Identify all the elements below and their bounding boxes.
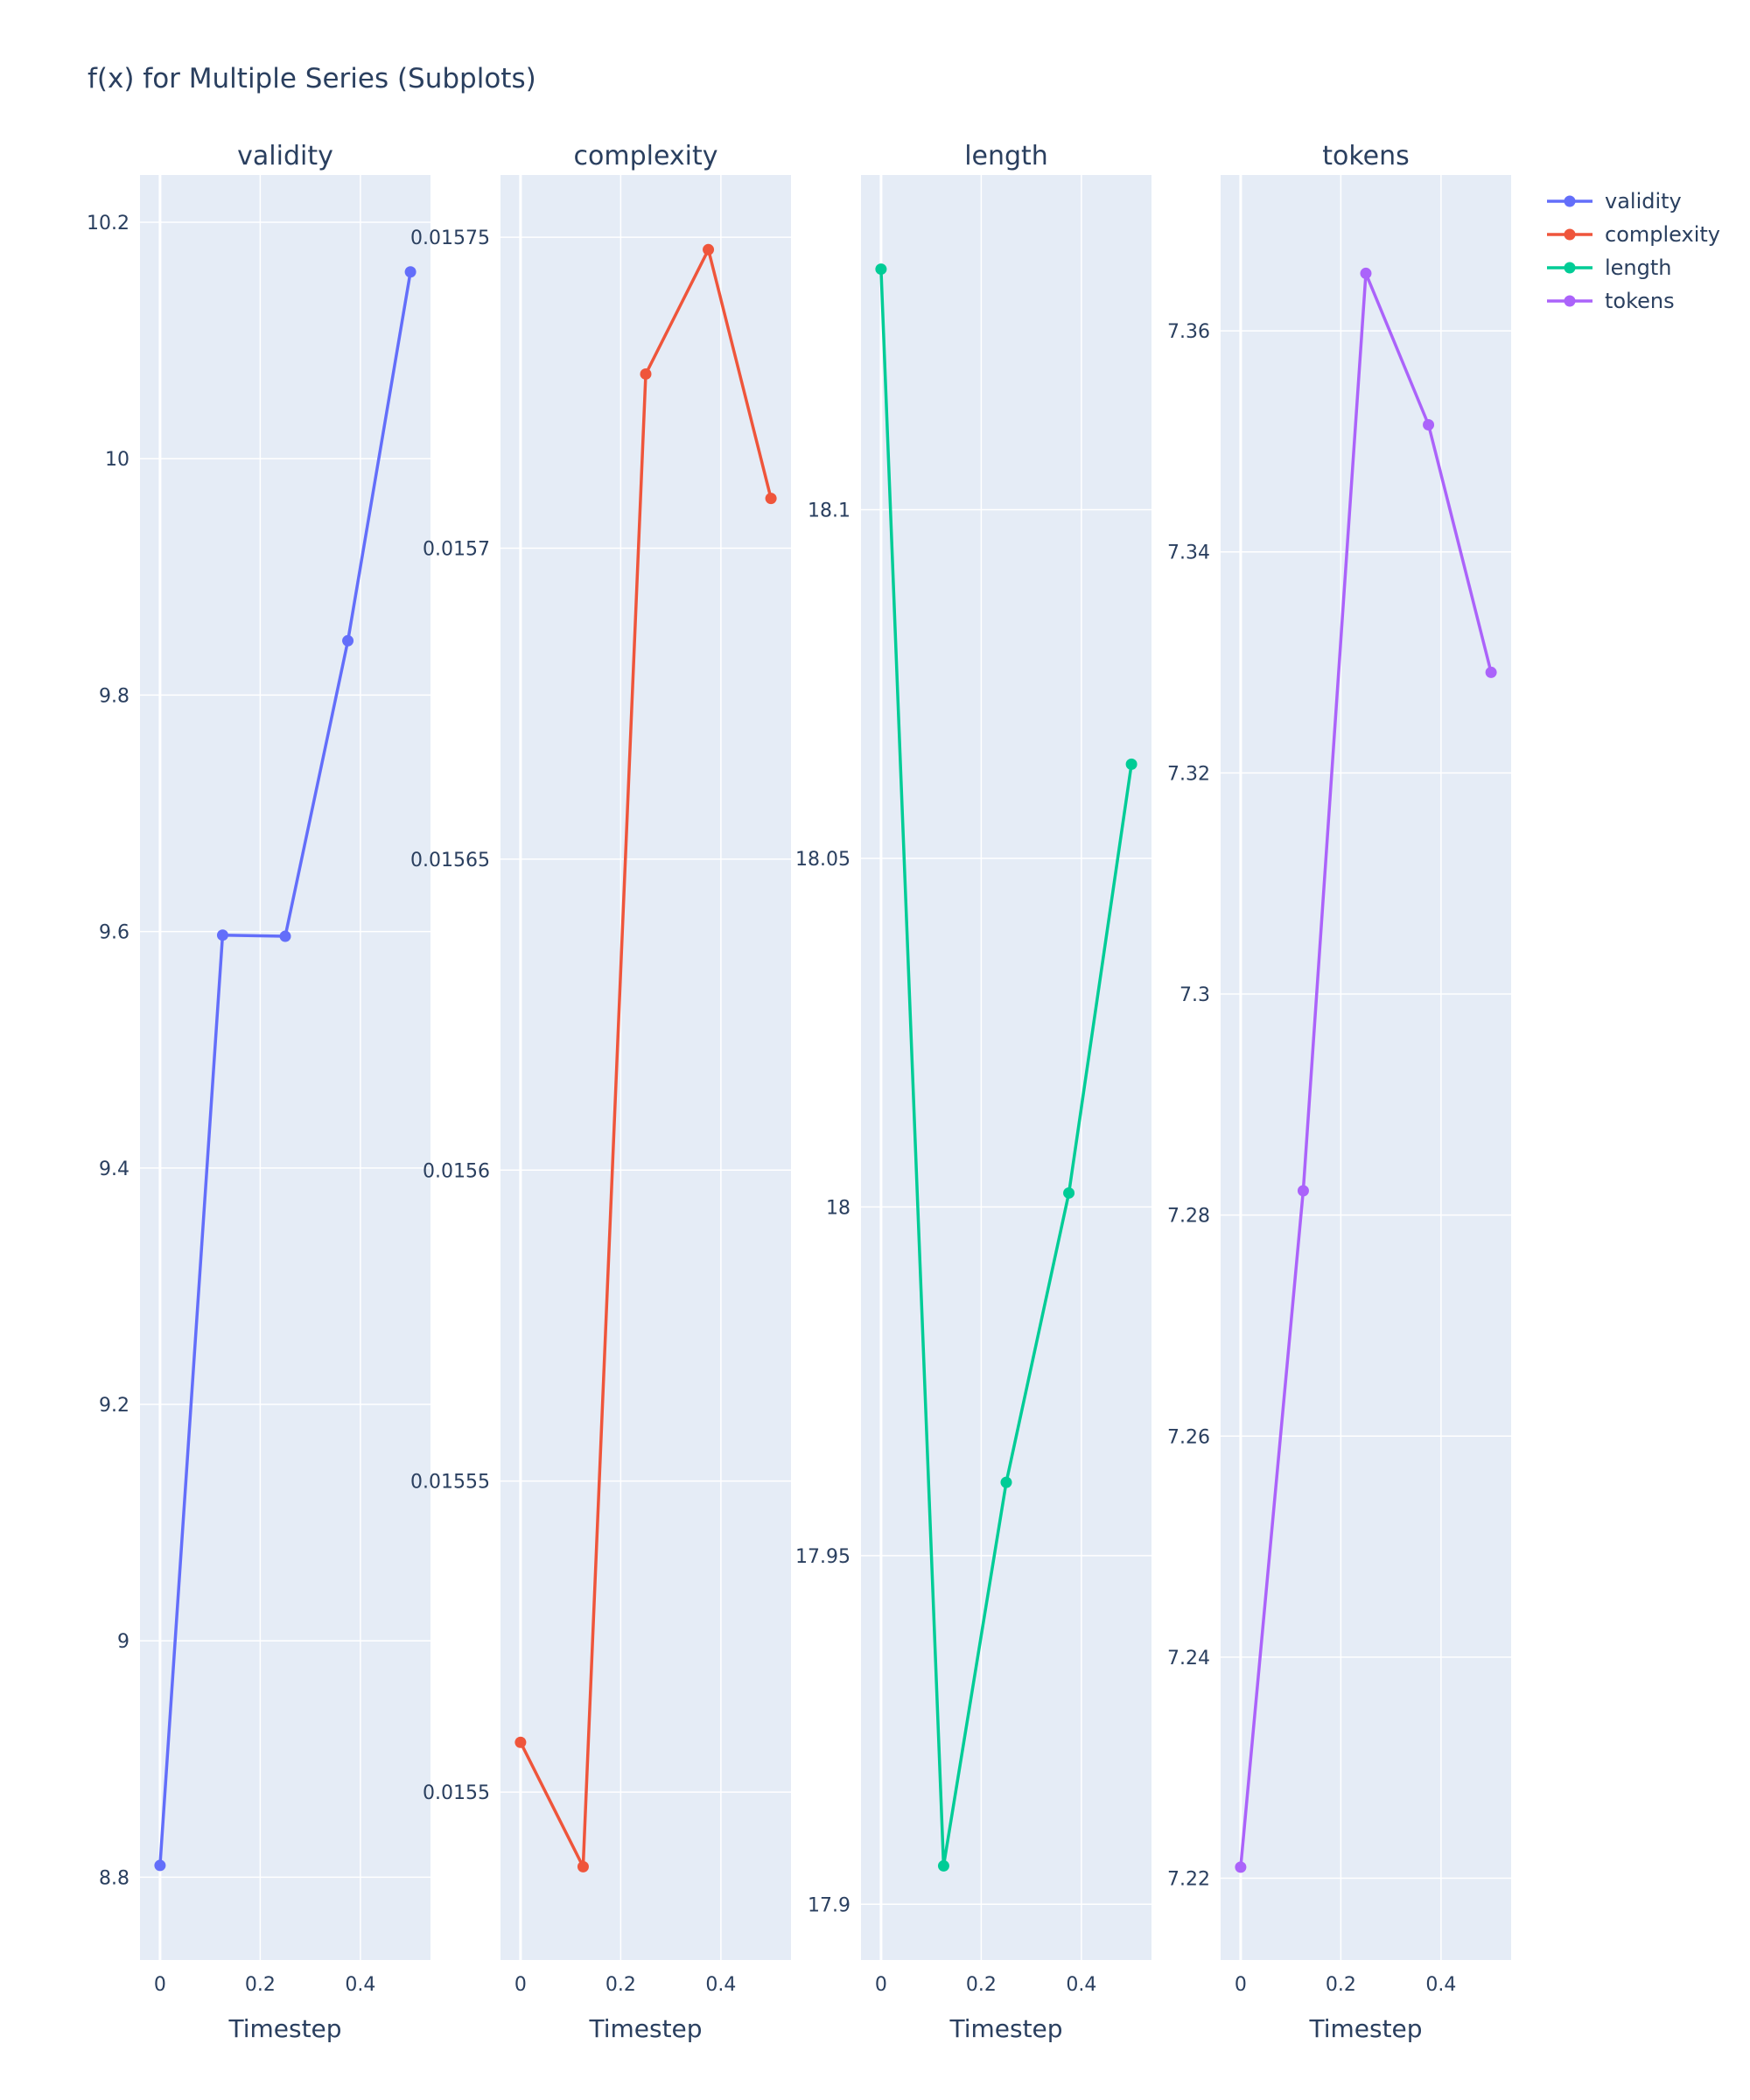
legend-marker (1564, 262, 1576, 274)
x-tick-label: 0.4 (345, 1974, 375, 1996)
y-tick-label: 9.8 (99, 685, 130, 707)
y-tick-label: 0.0156 (423, 1160, 490, 1182)
y-tick-label: 7.32 (1167, 763, 1210, 785)
data-point[interactable] (1235, 1861, 1247, 1873)
plot-area (1221, 175, 1511, 1960)
legend-label: validity (1605, 189, 1682, 214)
data-point[interactable] (1297, 1185, 1309, 1197)
x-tick-label: 0 (154, 1974, 166, 1996)
subplot-panels: 8.8 9 9.2 9.4 9.6 9.8 10 10.2 0 0.2 0.4 validity Tim… (87, 141, 1511, 2043)
x-tick-label: 0.2 (966, 1974, 997, 1996)
y-tick-label: 7.34 (1167, 542, 1210, 564)
y-tick-label: 7.22 (1167, 1869, 1210, 1891)
legend-marker (1564, 195, 1576, 207)
data-point[interactable] (1063, 1186, 1075, 1199)
subplot-validity: 8.8 9 9.2 9.4 9.6 9.8 10 10.2 0 0.2 0.4 validity Tim… (87, 141, 430, 2043)
legend-marker (1564, 228, 1576, 241)
y-tick-label: 10 (105, 449, 130, 471)
legend[interactable]: validity complexity length tokens (1547, 189, 1720, 313)
chart-title: f(x) for Multiple Series (Subplots) (88, 63, 536, 94)
data-point[interactable] (1485, 666, 1497, 678)
legend-marker (1564, 295, 1576, 307)
x-tick-label: 0.2 (606, 1974, 636, 1996)
subplot-title: length (964, 141, 1048, 172)
x-tick-label: 0.2 (1326, 1974, 1356, 1996)
x-axis-title: Timestep (948, 2014, 1062, 2043)
plot-area (861, 175, 1152, 1960)
data-point[interactable] (514, 1736, 527, 1748)
legend-label: tokens (1605, 289, 1675, 313)
y-tick-label: 7.36 (1167, 321, 1210, 343)
y-tick-label: 0.01565 (410, 850, 490, 872)
x-tick-label: 0.4 (1425, 1974, 1456, 1996)
data-point[interactable] (404, 266, 416, 278)
data-point[interactable] (640, 368, 652, 380)
data-point[interactable] (765, 493, 777, 505)
legend-item-complexity[interactable]: complexity (1547, 222, 1720, 247)
y-tick-label: 17.9 (808, 1894, 850, 1916)
y-tick-label: 9.4 (99, 1158, 130, 1180)
x-tick-label: 0 (1235, 1974, 1247, 1996)
x-tick-label: 0.4 (1066, 1974, 1096, 1996)
x-tick-label: 0.4 (705, 1974, 736, 1996)
y-tick-label: 18 (826, 1197, 850, 1219)
y-tick-label: 9.2 (99, 1395, 130, 1417)
y-tick-label: 7.24 (1167, 1648, 1210, 1670)
legend-label: length (1605, 256, 1672, 280)
legend-item-length[interactable]: length (1547, 256, 1672, 280)
subplot-complexity: 0.0155 0.01555 0.0156 0.01565 0.0157 0.01575 0… (410, 141, 791, 2043)
legend-item-tokens[interactable]: tokens (1547, 289, 1675, 313)
y-tick-label: 7.26 (1167, 1426, 1210, 1448)
data-point[interactable] (1000, 1476, 1012, 1488)
y-tick-label: 7.3 (1180, 984, 1210, 1006)
subplot-tokens: 7.22 7.24 7.26 7.28 7.3 7.32 7.34 7.36 0 0.2 0.4 to… (1167, 141, 1511, 2043)
y-tick-label: 17.95 (795, 1546, 850, 1568)
data-point[interactable] (577, 1860, 589, 1872)
data-point[interactable] (279, 930, 291, 942)
subplot-title: complexity (574, 141, 718, 172)
subplot-title: tokens (1322, 141, 1410, 172)
y-tick-label: 10.2 (87, 213, 130, 234)
y-tick-label: 7.28 (1167, 1206, 1210, 1228)
data-point[interactable] (1360, 267, 1372, 279)
data-point[interactable] (154, 1859, 166, 1872)
x-axis-title: Timestep (1308, 2014, 1422, 2043)
y-tick-label: 8.8 (99, 1867, 130, 1889)
y-tick-label: 0.0157 (423, 538, 490, 560)
data-point[interactable] (1423, 418, 1435, 430)
data-point[interactable] (216, 929, 228, 942)
data-point[interactable] (1125, 758, 1138, 770)
data-point[interactable] (342, 634, 354, 647)
x-tick-label: 0.2 (245, 1974, 276, 1996)
y-tick-label: 0.01575 (410, 228, 490, 249)
data-point[interactable] (703, 243, 715, 256)
data-point[interactable] (937, 1859, 949, 1872)
subplot-length: 17.9 17.95 18 18.05 18.1 0 0.2 0.4 length Timeste… (795, 141, 1152, 2043)
plot-area (140, 175, 430, 1960)
x-axis-title: Timestep (588, 2014, 702, 2043)
x-tick-label: 0 (514, 1974, 527, 1996)
y-tick-label: 9 (117, 1631, 130, 1653)
legend-item-validity[interactable]: validity (1547, 189, 1682, 214)
legend-label: complexity (1605, 222, 1720, 247)
x-axis-title: Timestep (228, 2014, 341, 2043)
y-tick-label: 18.1 (808, 500, 850, 522)
y-tick-label: 0.0155 (423, 1782, 490, 1804)
y-tick-label: 18.05 (795, 849, 850, 871)
subplot-title: validity (237, 141, 333, 172)
plot-area (500, 175, 791, 1960)
x-tick-label: 0 (875, 1974, 887, 1996)
y-tick-label: 0.01555 (410, 1472, 490, 1494)
data-point[interactable] (875, 263, 887, 276)
y-tick-label: 9.6 (99, 922, 130, 944)
